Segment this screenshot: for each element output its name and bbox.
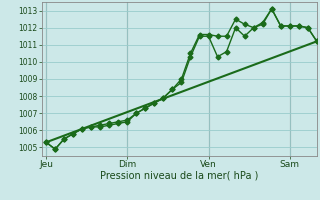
X-axis label: Pression niveau de la mer( hPa ): Pression niveau de la mer( hPa ) — [100, 171, 258, 181]
